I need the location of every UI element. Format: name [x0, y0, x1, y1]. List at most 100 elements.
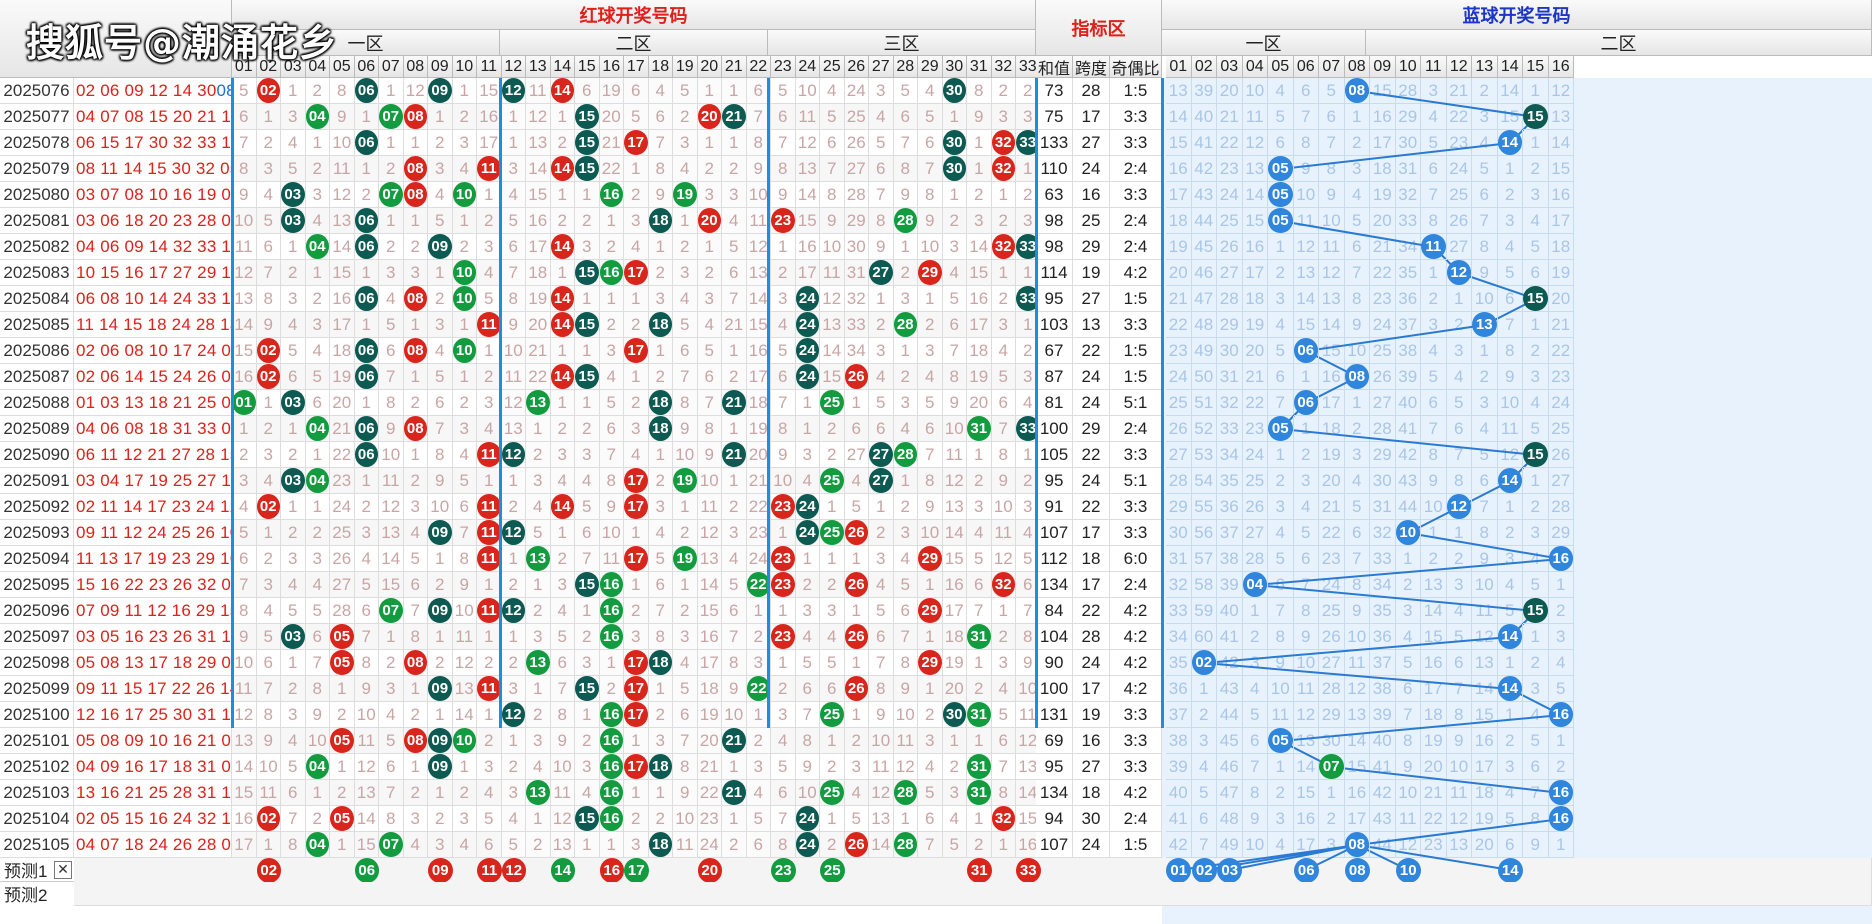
red-cell: 1: [379, 208, 404, 234]
predict-red-cell[interactable]: 12: [501, 858, 526, 882]
predict-red-cell[interactable]: 17: [624, 858, 649, 882]
close-icon[interactable]: ✕: [54, 861, 72, 879]
predict-red-cell[interactable]: 02: [256, 858, 281, 882]
red-ball: 28: [893, 832, 917, 857]
blue-col-15: 15: [1523, 56, 1549, 78]
blue-cell: 1: [1421, 260, 1447, 286]
predict-blue-cell[interactable]: 14: [1497, 858, 1524, 882]
red-col-1: 01: [232, 56, 257, 78]
red-col-6: 06: [354, 56, 379, 78]
red-cell: 4: [820, 78, 845, 104]
red-cell: 06: [354, 286, 379, 312]
blue-cell: 1: [1319, 780, 1345, 806]
blue-cell: 27: [1217, 260, 1243, 286]
blue-cell: 8: [1242, 780, 1268, 806]
blue-cell: 13: [1344, 702, 1370, 728]
blue-cell: 44: [1191, 208, 1217, 234]
blue-cell: 38: [1370, 676, 1396, 702]
blue-cell: 10: [1268, 676, 1294, 702]
blue-cell: 11: [1472, 598, 1498, 624]
blue-cell: 17: [1344, 806, 1370, 832]
red-cell: 3: [869, 78, 894, 104]
red-cell: 8: [232, 598, 257, 624]
red-cell: 1: [550, 182, 575, 208]
blue-cell: 15: [1293, 312, 1319, 338]
red-ball: 08: [403, 728, 427, 753]
red-cell: 2: [673, 598, 698, 624]
red-cell: 15: [942, 546, 967, 572]
blue-cell: 9: [1523, 832, 1549, 858]
blue-cell: 5: [1523, 234, 1549, 260]
blue-cell: 10: [1497, 390, 1523, 416]
predict-blue-cell[interactable]: 10: [1395, 858, 1422, 882]
red-cell: 15: [575, 364, 600, 390]
red-cell: 15: [232, 780, 257, 806]
predict-red-cell[interactable]: 33: [1016, 858, 1041, 882]
predict-red-ball: 20: [697, 858, 722, 882]
predict-red-cell[interactable]: 14: [550, 858, 575, 882]
blue-cell: 16: [1242, 234, 1268, 260]
predict-red-cell[interactable]: 23: [771, 858, 796, 882]
blue-cell: 10: [1293, 182, 1319, 208]
blue-cell: 11: [1293, 676, 1319, 702]
red-cell: 6: [844, 416, 869, 442]
blue-cell: 2: [1523, 494, 1549, 520]
predict-red-cell[interactable]: 25: [820, 858, 845, 882]
red-cell: 8: [232, 156, 257, 182]
red-cell: 1: [477, 468, 502, 494]
red-cell: 6: [599, 416, 624, 442]
red-cell: 18: [330, 338, 355, 364]
blue-cell: 22: [1242, 390, 1268, 416]
blue-ball: 15: [1523, 598, 1548, 623]
blue-ball: 05: [1268, 156, 1293, 181]
red-cell: 5: [281, 156, 306, 182]
red-cell: 16: [967, 286, 992, 312]
red-cell: 02: [256, 78, 281, 104]
red-cell: 1: [379, 78, 404, 104]
predict-blue-cell[interactable]: 02: [1191, 858, 1218, 882]
red-cell: 1: [379, 130, 404, 156]
predict-red-cell[interactable]: 20: [697, 858, 722, 882]
predict-red-cell[interactable]: 11: [477, 858, 502, 882]
predict-red-cell[interactable]: 16: [599, 858, 624, 882]
red-cell: 2: [820, 832, 845, 858]
red-ball: 13: [526, 650, 550, 675]
red-cell: 1: [967, 442, 992, 468]
stat-sum: 95: [1036, 468, 1073, 494]
red-cell: 15: [575, 312, 600, 338]
red-ball: 01: [232, 390, 256, 415]
blue-cell: 39: [1217, 572, 1243, 598]
blue-cell: 6: [1242, 728, 1268, 754]
red-cell: 05: [330, 624, 355, 650]
predict-red-cell[interactable]: 31: [967, 858, 992, 882]
blue-cell: 8: [1293, 130, 1319, 156]
predict-blue-cell[interactable]: 03: [1217, 858, 1243, 882]
red-numbers: 04 06 09 14 32 33 11: [76, 236, 232, 256]
predict-red-cell[interactable]: 06: [354, 858, 379, 882]
red-cell: 7: [991, 754, 1016, 780]
red-cell: 24: [795, 494, 820, 520]
red-cell: 3: [452, 130, 477, 156]
red-ball: 16: [599, 624, 623, 649]
blue-cell: 9: [1293, 156, 1319, 182]
stat-oe: 2:4: [1110, 208, 1162, 234]
predict-blue-cell[interactable]: 06: [1293, 858, 1320, 882]
predict-red-cell[interactable]: 09: [428, 858, 453, 882]
blue-cell: 29: [1166, 494, 1192, 520]
red-cell: 4: [281, 572, 306, 598]
blue-cell: 17: [1242, 260, 1268, 286]
red-cell: 8: [281, 832, 306, 858]
red-ball: 04: [305, 104, 329, 129]
red-cell: 5: [379, 312, 404, 338]
predict-blue-cell[interactable]: 01: [1166, 858, 1192, 882]
blue-cell: 4: [1497, 780, 1523, 806]
stat-oe: 4:2: [1110, 598, 1162, 624]
red-cell: 3: [354, 520, 379, 546]
predict-blue-cell[interactable]: 08: [1344, 858, 1371, 882]
red-cell: 5: [305, 364, 330, 390]
red-cell: 4: [501, 182, 526, 208]
red-cell: 13: [232, 286, 257, 312]
red-cell: 6: [501, 234, 526, 260]
red-cell: 13: [820, 312, 845, 338]
red-cell: 26: [844, 624, 869, 650]
